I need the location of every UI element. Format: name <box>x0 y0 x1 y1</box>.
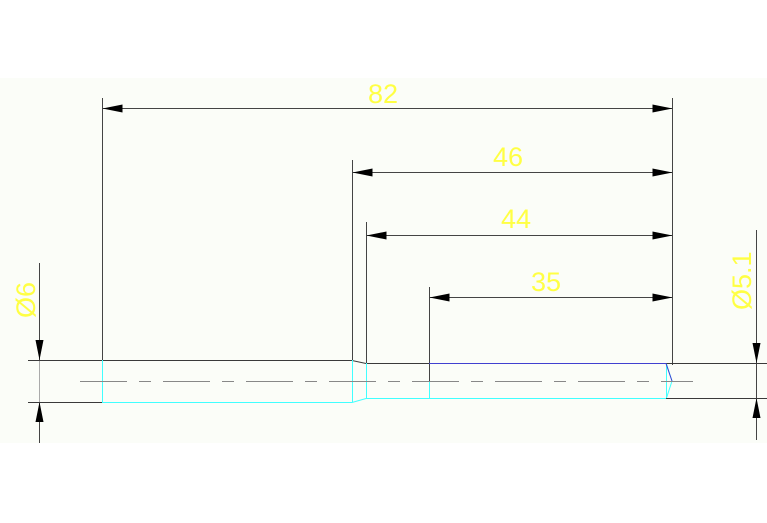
dim-text-44: 44 <box>501 204 531 234</box>
dim-text-46: 46 <box>493 142 523 172</box>
dim-text-82: 82 <box>368 79 398 109</box>
drawing-area <box>0 78 767 443</box>
chamfer-edge <box>429 363 673 382</box>
extension-lines <box>102 98 673 381</box>
dim-text-dia-6: Ø6 <box>11 282 41 318</box>
dim-text-35: 35 <box>531 267 561 297</box>
dim-text-dia-51: Ø5.1 <box>727 251 757 310</box>
